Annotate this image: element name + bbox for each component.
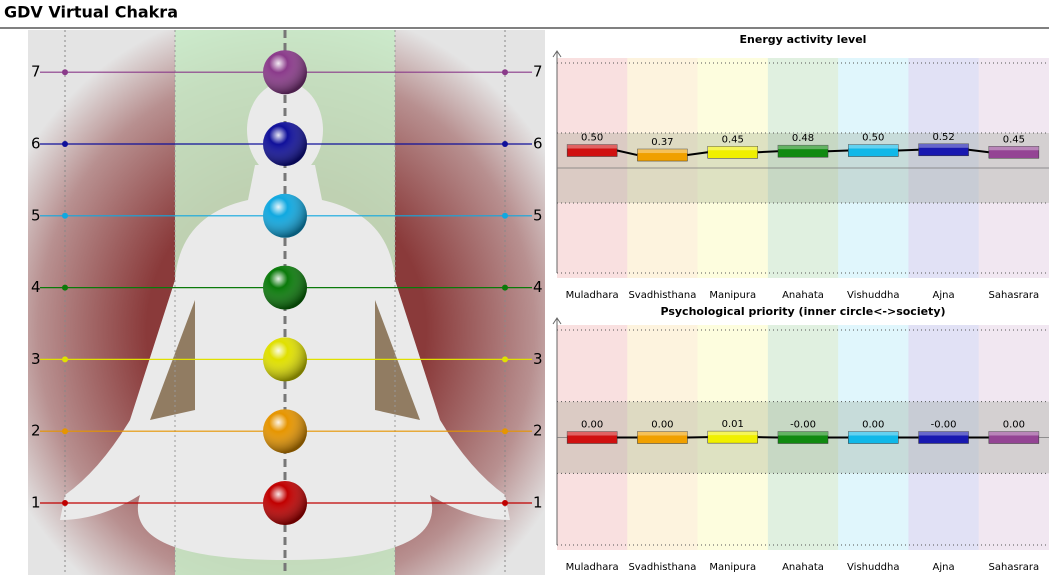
- bar-shine: [918, 431, 969, 436]
- bar-shine: [778, 145, 828, 150]
- bar-shine: [988, 431, 1039, 436]
- value-label: 0.50: [862, 133, 884, 144]
- bar-shine: [918, 143, 969, 148]
- value-label: -0.00: [790, 420, 816, 431]
- level-dot: [62, 428, 68, 435]
- bar-shine: [567, 431, 618, 436]
- level-dot: [62, 500, 68, 506]
- bar-shine: [778, 431, 828, 436]
- x-tick-label: Ajna: [933, 562, 955, 573]
- x-tick-label: Manipura: [709, 290, 756, 301]
- x-tick-label: Anahata: [782, 290, 824, 301]
- bar-shine: [848, 431, 899, 436]
- level-dot: [62, 356, 68, 363]
- value-label: 0.37: [651, 137, 673, 148]
- x-tick-label: Vishuddha: [847, 290, 899, 301]
- x-tick-label: Vishuddha: [847, 562, 899, 573]
- x-tick-label: Muladhara: [566, 290, 619, 301]
- value-label: 0.00: [862, 420, 884, 431]
- x-tick-label: Svadhisthana: [628, 290, 696, 301]
- level-dot: [502, 141, 508, 147]
- level-dot: [502, 428, 508, 435]
- arm-gap: [150, 300, 420, 420]
- level-label: 1: [533, 494, 543, 512]
- value-label: 0.00: [1003, 420, 1025, 431]
- sphere-shine: [263, 265, 307, 310]
- x-tick-label: Sahasrara: [989, 562, 1040, 573]
- bar-shine: [707, 431, 758, 436]
- level-label: 3: [533, 350, 543, 368]
- level-dot: [502, 284, 508, 291]
- value-label: 0.50: [581, 133, 603, 144]
- level-dot: [62, 212, 68, 219]
- connector: [757, 150, 779, 154]
- page-title: GDV Virtual Chakra: [4, 3, 178, 22]
- value-label: 0.01: [722, 419, 744, 430]
- connector: [687, 151, 708, 157]
- level-dot: [62, 284, 68, 291]
- level-label: 7: [31, 63, 41, 81]
- x-tick-label: Svadhisthana: [628, 562, 696, 573]
- x-tick-label: Sahasrara: [989, 290, 1040, 301]
- level-dot: [62, 141, 68, 147]
- connector: [968, 148, 989, 154]
- level-label: 6: [31, 135, 41, 153]
- sphere-shine: [263, 122, 307, 166]
- bar-shine: [848, 144, 899, 149]
- x-tick-label: Ajna: [933, 290, 955, 301]
- value-label: 0.00: [581, 420, 603, 431]
- value-label: 0.48: [792, 133, 814, 144]
- value-label: 0.45: [722, 134, 744, 145]
- chart-title: Psychological priority (inner circle<->s…: [660, 305, 945, 318]
- sphere-shine: [263, 193, 307, 238]
- connector: [616, 149, 638, 157]
- level-label: 5: [31, 206, 41, 224]
- x-tick-label: Anahata: [782, 562, 824, 573]
- bar-shine: [637, 431, 688, 436]
- sphere-shine: [263, 50, 307, 95]
- sphere-shine: [263, 337, 307, 382]
- x-tick-label: Muladhara: [566, 562, 619, 573]
- chart-title: Energy activity level: [740, 33, 867, 46]
- bar-shine: [988, 146, 1039, 151]
- sphere-shine: [263, 409, 307, 454]
- connector: [827, 149, 849, 153]
- level-dot: [502, 212, 508, 219]
- level-label: 6: [533, 135, 543, 153]
- value-label: 0.00: [651, 420, 673, 431]
- bar-shine: [707, 146, 758, 151]
- connector: [898, 148, 919, 152]
- level-dot: [502, 356, 508, 363]
- bar-shine: [637, 149, 688, 154]
- bar-shine: [567, 144, 618, 149]
- value-label: 0.52: [932, 132, 954, 143]
- level-label: 4: [533, 278, 543, 296]
- level-label: 1: [31, 494, 41, 512]
- level-label: 2: [31, 422, 41, 440]
- x-tick-label: Manipura: [709, 562, 756, 573]
- level-dot: [502, 500, 508, 506]
- level-label: 3: [31, 350, 41, 368]
- level-dot: [502, 69, 508, 76]
- level-label: 2: [533, 422, 543, 440]
- value-label: 0.45: [1003, 134, 1025, 145]
- sphere-shine: [263, 481, 307, 525]
- level-label: 4: [31, 278, 41, 296]
- axis-arrow: [552, 50, 562, 58]
- axis-arrow: [552, 317, 562, 325]
- level-dot: [62, 69, 68, 76]
- bar: [988, 146, 1040, 159]
- bar: [988, 431, 1040, 444]
- value-label: -0.00: [931, 420, 957, 431]
- level-label: 5: [533, 206, 543, 224]
- level-label: 7: [533, 63, 543, 81]
